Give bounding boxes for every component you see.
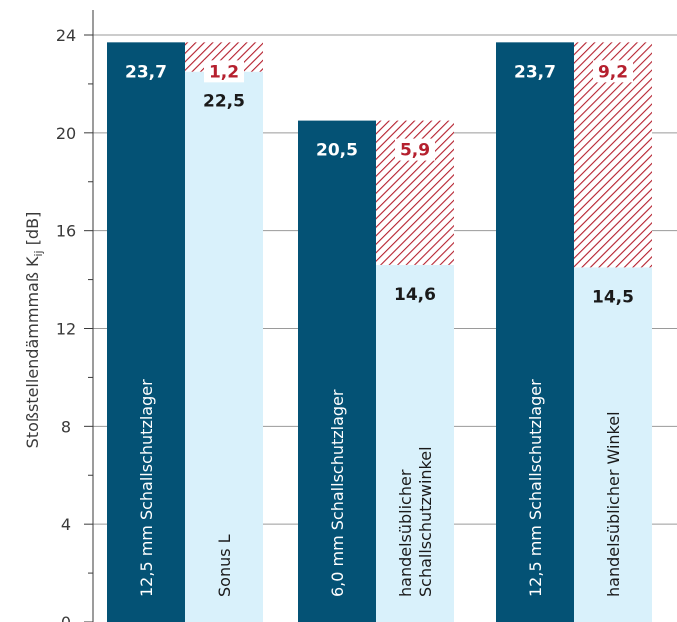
bar-value-label: 20,5 (316, 141, 358, 161)
y-axis-title-unit: [dB] (23, 212, 42, 251)
bar-value-label: 14,6 (394, 285, 436, 305)
bars: 23,7 12,5 mm Schallschutzlager 1,2 22,5 Sonu… (107, 42, 652, 622)
y-tick-label: 24 (56, 26, 76, 45)
y-tick-label: 16 (56, 222, 76, 241)
difference-value-label: 1,2 (209, 62, 239, 82)
bar-light (185, 71, 263, 622)
y-axis-title-subscript: ij (32, 250, 45, 256)
bar-category-label: 12,5 mm Schallschutzlager (137, 379, 156, 597)
bar-category-label: handelsüblicherSchallschutzwinkel (396, 446, 435, 597)
y-axis-title-main: Stoßstellendämmmaß K (23, 256, 42, 448)
y-tick-label: 12 (56, 320, 76, 339)
bar-value-label: 23,7 (125, 62, 167, 82)
y-axis: 0 4 8 12 16 20 24 (56, 10, 94, 622)
bar-category-label: Sonus L (215, 534, 234, 597)
y-tick-label: 8 (61, 417, 71, 436)
bar-light (376, 264, 454, 622)
bar-dark (298, 120, 376, 622)
bar-dark (107, 42, 185, 622)
bar-category-label: 12,5 mm Schallschutzlager (526, 379, 545, 597)
y-tick-label: 4 (61, 515, 71, 534)
bar-category-label: handelsüblicher Winkel (604, 411, 623, 597)
bar-value-label: 22,5 (203, 92, 245, 112)
y-tick-label: 0 (61, 613, 71, 622)
bar-value-label: 23,7 (514, 62, 556, 82)
difference-label-bg (395, 138, 435, 161)
difference-label-bg (204, 60, 244, 83)
bar-value-label: 14,5 (592, 287, 634, 307)
difference-value-label: 5,9 (400, 141, 430, 161)
y-axis-title: Stoßstellendämmmaß Kij [dB] (23, 212, 45, 449)
bar-dark (496, 42, 574, 622)
difference-label-bg (593, 60, 633, 83)
bar-category-label: 6,0 mm Schallschutzlager (328, 389, 347, 597)
difference-value-label: 9,2 (598, 62, 628, 82)
y-tick-label: 20 (56, 124, 76, 143)
bar-light (574, 267, 652, 622)
